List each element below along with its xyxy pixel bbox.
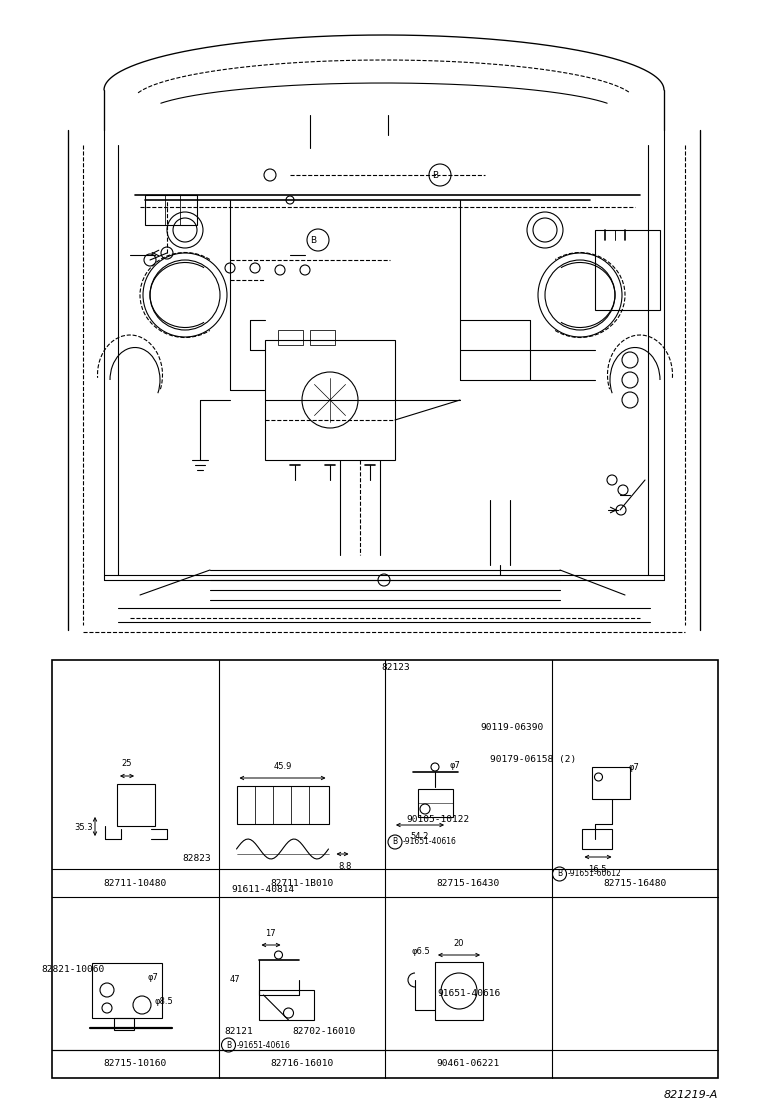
Bar — [258, 990, 314, 1020]
Text: φ8.5: φ8.5 — [154, 997, 173, 1006]
Text: 821219-A: 821219-A — [663, 1090, 718, 1100]
Text: 82715-16480: 82715-16480 — [603, 878, 667, 887]
Bar — [145, 195, 197, 225]
Bar — [581, 830, 612, 848]
Text: 8.8: 8.8 — [338, 862, 352, 871]
Text: 82823: 82823 — [182, 854, 211, 863]
Text: 90105-10122: 90105-10122 — [407, 815, 470, 824]
Bar — [52, 661, 718, 1078]
Text: B: B — [557, 870, 562, 878]
Text: 47: 47 — [230, 975, 240, 984]
Text: 82711-10480: 82711-10480 — [103, 878, 167, 887]
Text: 91651-40616: 91651-40616 — [437, 989, 500, 997]
Text: B: B — [310, 236, 316, 245]
Text: -91651-40616: -91651-40616 — [236, 1041, 290, 1050]
Text: 90179-06158 (2): 90179-06158 (2) — [490, 755, 576, 764]
Text: 91611-40814: 91611-40814 — [232, 885, 295, 894]
Text: -91651-60612: -91651-60612 — [568, 870, 621, 878]
Text: 82716-16010: 82716-16010 — [270, 1060, 334, 1069]
Text: 82702-16010: 82702-16010 — [293, 1026, 356, 1036]
Text: 25: 25 — [122, 759, 132, 768]
Bar — [236, 786, 328, 824]
Bar — [117, 784, 155, 826]
Bar — [265, 340, 395, 460]
Text: 90461-06221: 90461-06221 — [437, 1060, 500, 1069]
Text: 82821-10060: 82821-10060 — [42, 965, 105, 974]
Bar — [278, 330, 303, 345]
Text: 82121: 82121 — [224, 1026, 253, 1036]
Text: φ6.5: φ6.5 — [411, 947, 430, 956]
Text: B: B — [392, 837, 397, 846]
Text: 20: 20 — [454, 939, 464, 949]
Text: B: B — [432, 170, 438, 179]
Text: 82123: 82123 — [382, 663, 410, 672]
Text: 17: 17 — [265, 929, 276, 939]
Text: φ7: φ7 — [449, 761, 460, 770]
Bar — [591, 767, 629, 800]
Text: 54.2: 54.2 — [411, 832, 429, 841]
Bar — [92, 963, 162, 1017]
Bar — [310, 330, 335, 345]
Bar — [435, 962, 483, 1020]
Text: -91651-40616: -91651-40616 — [403, 837, 457, 846]
Text: 90119-06390: 90119-06390 — [480, 723, 543, 732]
Text: 82715-10160: 82715-10160 — [103, 1060, 167, 1069]
Text: 16.5: 16.5 — [588, 865, 606, 874]
Bar — [418, 790, 453, 817]
Text: 45.9: 45.9 — [274, 762, 292, 771]
Text: 82715-16430: 82715-16430 — [437, 878, 500, 887]
Text: B: B — [226, 1041, 231, 1050]
Text: 35.3: 35.3 — [74, 823, 93, 832]
Text: φ7: φ7 — [629, 763, 639, 772]
Bar — [595, 230, 660, 310]
Text: 82711-1B010: 82711-1B010 — [270, 878, 334, 887]
Bar — [114, 1017, 134, 1030]
Text: φ7: φ7 — [147, 973, 158, 982]
